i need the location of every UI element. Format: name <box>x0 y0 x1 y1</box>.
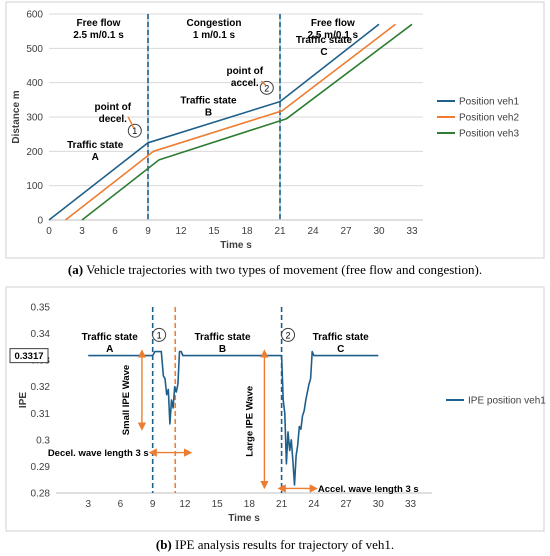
chart-a-annotation-4-line2: accel. <box>231 78 259 89</box>
chart-a-xtick-label-1: 3 <box>79 226 85 237</box>
chart-b-ytick-label-6: 0.34 <box>31 329 51 340</box>
chart-b-xtick-label-8: 27 <box>340 499 352 510</box>
chart-b-highlight-box <box>9 348 49 364</box>
chart-a-xtick-label-6: 18 <box>241 226 253 237</box>
chart-a-ytick-label-5: 500 <box>26 44 43 55</box>
chart-a-zone-label-1-line1: Congestion <box>187 18 242 29</box>
chart-a-annotation-3-line2: decel. <box>99 114 128 125</box>
chart-a-ytick-label-1: 100 <box>26 181 43 192</box>
caption-b: (b) IPE analysis results for trajectory … <box>0 537 550 553</box>
chart-a-annotation-3-line1: point of <box>94 102 131 113</box>
chart-a-zone-label-2-line2: 2.5 m/0.1 s <box>308 30 359 41</box>
chart-b-xtick-label-5: 18 <box>244 499 256 510</box>
chart-b-annotation-2-line1: Traffic state <box>313 332 370 343</box>
chart-a-ytick-label-4: 400 <box>26 78 43 89</box>
chart-b-length-label-1: Accel. wave length 3 s <box>318 484 419 495</box>
chart-b-length-label-0: Decel. wave length 3 s <box>48 448 149 459</box>
chart-a-xtick-label-9: 27 <box>340 226 352 237</box>
chart-b-xlabel: Time s <box>228 513 260 524</box>
chart-b-xtick-label-10: 33 <box>405 499 417 510</box>
chart-a-xtick-label-2: 6 <box>112 226 118 237</box>
chart-b-xtick-label-9: 30 <box>373 499 385 510</box>
chart-b-annotation-1-line1: Traffic state <box>194 332 251 343</box>
chart-b-ytick-label-4: 0.32 <box>31 382 51 393</box>
chart-a-legend-label-2: Position veh3 <box>459 129 519 140</box>
chart-a-annotation-1-line1: Traffic state <box>180 95 237 106</box>
chart-a-annotation-2-line1: Traffic state <box>296 35 353 46</box>
chart-b-annotation-0-line2: A <box>106 344 113 355</box>
caption-a-text: Vehicle trajectories with two types of m… <box>86 262 483 277</box>
chart-a-annotation-0-line1: Traffic state <box>67 140 124 151</box>
chart-b: 0.280.290.30.310.320.330.340.35369121518… <box>9 303 546 524</box>
chart-b-ytick-label-2: 0.3 <box>36 435 50 446</box>
chart-a-legend-label-1: Position veh2 <box>459 113 519 124</box>
chart-b-annotation-0-line1: Traffic state <box>82 332 139 343</box>
chart-a-zone-label-0-line1: Free flow <box>77 18 121 29</box>
chart-a-annotation-4-line1: point of <box>226 66 263 77</box>
chart-a-xtick-label-0: 0 <box>46 226 52 237</box>
chart-b-annotation-2-line2: C <box>337 344 344 355</box>
caption-b-text: IPE analysis results for trajectory of v… <box>175 537 395 552</box>
chart-a-xtick-label-3: 9 <box>145 226 151 237</box>
chart-a-ytick-label-0: 0 <box>37 216 43 227</box>
chart-a-xtick-label-11: 33 <box>406 226 418 237</box>
chart-a-series-line-0 <box>48 23 380 221</box>
chart-b-highlight-value: 0.3317 <box>14 351 43 362</box>
caption-a-label: (a) <box>67 262 84 277</box>
chart-a-xtick-label-7: 21 <box>274 226 286 237</box>
chart-b-ylabel: IPE <box>18 392 29 408</box>
chart-a-accel-connector <box>260 80 267 86</box>
chart-a-zone-label-0-line2: 2.5 m/0.1 s <box>73 30 124 41</box>
chart-b-marker-circle-0 <box>152 327 167 342</box>
chart-b-ytick-label-1: 0.29 <box>31 462 51 473</box>
caption-a: (a) Vehicle trajectories with two types … <box>0 262 550 278</box>
chart-b-marker-circle-1 <box>281 327 296 342</box>
chart-a-decel-connector <box>127 116 135 129</box>
chart-a-xtick-label-5: 15 <box>208 226 220 237</box>
chart-a-xtick-label-10: 30 <box>373 226 385 237</box>
chart-a-annotation-2-line2: C <box>320 47 327 58</box>
chart-b-legend-label-0: IPE position veh1 <box>468 396 546 407</box>
chart-a-zone-label-2-line1: Free flow <box>311 18 355 29</box>
chart-a-marker-circle-1 <box>259 80 274 95</box>
chart-b-xtick-label-4: 15 <box>212 499 224 510</box>
chart-a-annotation-1-line2: B <box>205 107 212 118</box>
chart-a-ytick-label-6: 600 <box>26 10 43 21</box>
chart-a-xtick-label-8: 24 <box>307 226 319 237</box>
chart-b-wave-label-0: Small IPE Wave <box>121 365 132 435</box>
chart-b-wave-label-1: Large IPE Wave <box>245 386 256 457</box>
chart-b-ytick-label-7: 0.35 <box>31 303 51 314</box>
chart-a-series-line-2 <box>81 23 413 221</box>
chart-b-series-line-0 <box>88 350 379 486</box>
chart-a-marker-circle-0 <box>127 123 142 138</box>
chart-a-marker-label-1: 2 <box>264 83 269 93</box>
chart-b-marker-label-0: 1 <box>157 330 162 340</box>
chart-a-frame <box>5 1 545 259</box>
chart-b-frame <box>5 286 545 532</box>
chart-a-xtick-label-4: 12 <box>175 226 187 237</box>
chart-b-xtick-label-2: 9 <box>150 499 156 510</box>
chart-b-xtick-label-3: 12 <box>179 499 191 510</box>
chart-a-legend-label-0: Position veh1 <box>459 97 519 108</box>
chart-a-ytick-label-2: 200 <box>26 147 43 158</box>
chart-a-series-line-1 <box>65 23 396 221</box>
chart-a-zone-label-1-line2: 1 m/0.1 s <box>193 30 236 41</box>
chart-a-ytick-label-3: 300 <box>26 113 43 124</box>
chart-b-xtick-label-0: 3 <box>85 499 91 510</box>
caption-b-label: (b) <box>155 537 172 552</box>
chart-b-ytick-label-3: 0.31 <box>31 409 51 420</box>
chart-b-xtick-label-1: 6 <box>118 499 124 510</box>
chart-a-marker-label-0: 1 <box>132 126 137 136</box>
chart-b-xtick-label-6: 21 <box>276 499 288 510</box>
chart-a-annotation-0-line2: A <box>92 152 99 163</box>
chart-b-annotation-1-line2: B <box>219 344 226 355</box>
chart-b-xtick-label-7: 24 <box>308 499 320 510</box>
chart-b-marker-label-1: 2 <box>286 330 291 340</box>
chart-a-xlabel: Time s <box>220 240 252 251</box>
chart-a-ylabel: Distance m <box>11 90 22 143</box>
chart-b-ytick-label-0: 0.28 <box>31 489 51 500</box>
